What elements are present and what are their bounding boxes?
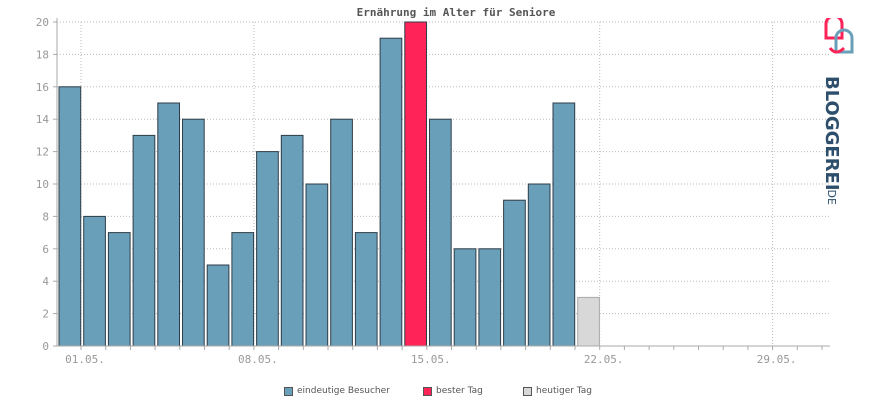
bar-visitor	[503, 199, 526, 347]
y-tick-label: 20	[36, 16, 49, 29]
bar-visitor	[182, 118, 205, 347]
y-tick-label: 4	[42, 275, 49, 288]
bar-visitor	[330, 118, 353, 347]
x-tick-label: 08.05.	[238, 353, 278, 366]
bar-visitor	[379, 37, 403, 347]
y-tick-label: 6	[42, 243, 49, 256]
legend-label-today: heutiger Tag	[536, 386, 593, 396]
logo-suffix-text: .DE	[825, 186, 838, 205]
bar-visitor	[354, 232, 378, 347]
bar-visitor	[478, 248, 502, 347]
bar-visitor	[83, 215, 106, 347]
legend-swatch-today	[523, 386, 532, 396]
y-tick-label: 12	[36, 146, 49, 159]
y-tick-label: 8	[42, 210, 49, 223]
bar-visitor	[552, 102, 576, 347]
x-tick-label: 29.05.	[757, 353, 797, 366]
legend-label-best: bester Tag	[436, 386, 483, 396]
legend-label-visitors: eindeutige Besucher	[297, 386, 390, 396]
bar-visitor	[453, 248, 477, 347]
legend-item-best: bester Tag	[423, 386, 483, 396]
x-tick-label: 15.05.	[411, 353, 451, 366]
bar-visitor	[429, 118, 452, 347]
bar-visitor	[206, 264, 230, 347]
heart-speech-bubbles-icon	[824, 18, 854, 54]
chart-title: Ernährung im Alter für Seniore	[357, 6, 556, 19]
x-axis-ticks: 01.05. 08.05. 15.05. 22.05. 29.05.	[65, 346, 823, 366]
bar-visitor	[256, 151, 279, 347]
y-tick-label: 14	[36, 113, 50, 126]
bar-visitor	[58, 86, 82, 347]
bar-today	[577, 296, 600, 347]
bar-visitor	[231, 232, 255, 347]
logo-brand-text: BLOGGEREI	[821, 76, 842, 191]
bar-visitor	[132, 134, 156, 347]
y-tick-label: 16	[36, 81, 49, 94]
x-tick-label: 01.05.	[65, 353, 105, 366]
bar-visitor	[157, 102, 181, 347]
axes	[56, 18, 830, 347]
bar-best	[404, 21, 427, 347]
legend: eindeutige Besucher bester Tag heutiger …	[0, 386, 870, 400]
bar-visitor	[107, 232, 131, 347]
bar-visitor	[527, 183, 551, 347]
bar-visitor	[280, 134, 304, 347]
bar-visitor	[305, 183, 329, 347]
y-tick-label: 0	[42, 340, 49, 353]
bars	[58, 21, 600, 347]
y-axis-ticks: 0 2 4 6 8 10 12 14 16 18 20	[36, 16, 57, 353]
legend-item-today: heutiger Tag	[523, 386, 592, 396]
bloggerei-logo: BLOGGEREI .DE	[821, 18, 854, 205]
y-tick-label: 10	[36, 178, 49, 191]
legend-swatch-visitors	[284, 386, 293, 396]
legend-swatch-best	[423, 386, 432, 396]
y-tick-label: 18	[36, 48, 49, 61]
x-tick-label: 22.05.	[584, 353, 624, 366]
y-tick-label: 2	[42, 308, 49, 321]
legend-item-visitors: eindeutige Besucher	[284, 386, 390, 396]
